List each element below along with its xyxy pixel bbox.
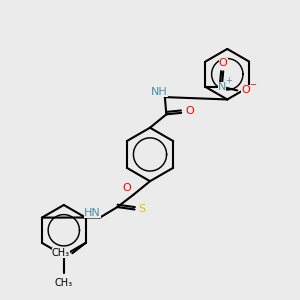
Text: O: O	[241, 85, 250, 95]
Text: N: N	[218, 82, 226, 92]
Text: O: O	[123, 183, 131, 193]
Text: CH₃: CH₃	[52, 248, 70, 258]
Text: NH: NH	[151, 87, 168, 97]
Text: S: S	[138, 204, 146, 214]
Text: CH₃: CH₃	[55, 278, 73, 288]
Text: +: +	[225, 76, 232, 85]
Text: O: O	[219, 58, 228, 68]
Text: −: −	[249, 81, 256, 90]
Text: HN: HN	[84, 208, 101, 218]
Text: O: O	[185, 106, 194, 116]
